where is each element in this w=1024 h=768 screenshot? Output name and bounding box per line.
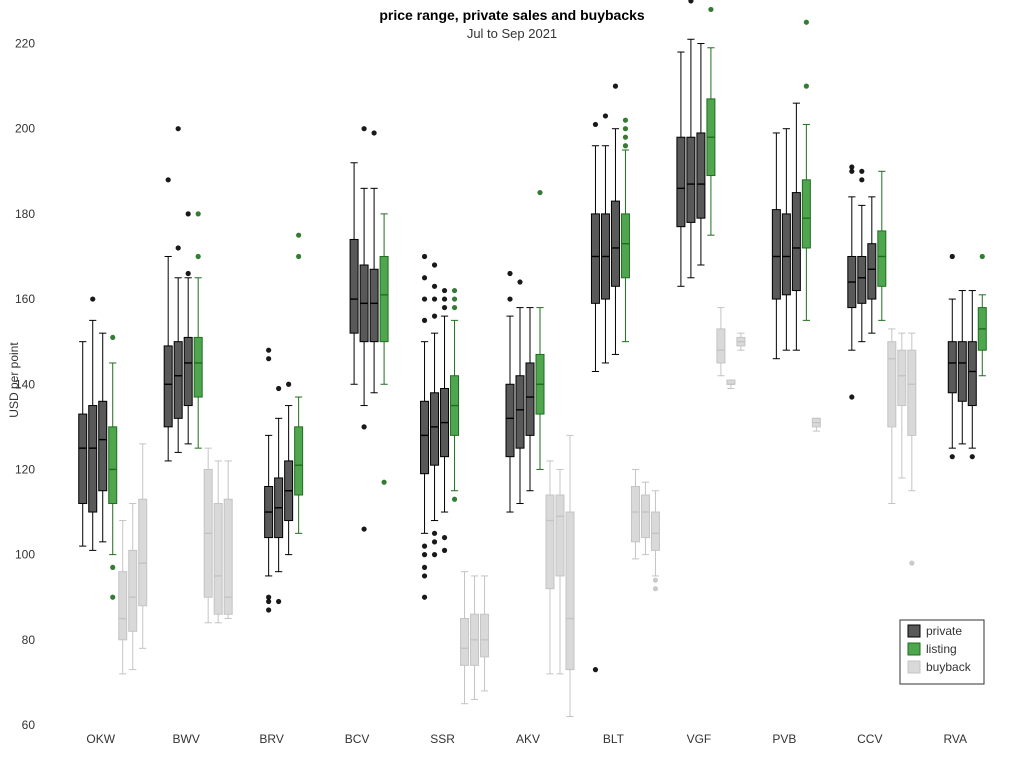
- x-category-label: CCV: [857, 732, 882, 746]
- chart-title: price range, private sales and buybacks: [379, 7, 645, 23]
- y-tick-label: 100: [15, 548, 35, 562]
- chart-container: price range, private sales and buybacks J…: [0, 0, 1024, 768]
- y-tick-label: 220: [15, 37, 35, 51]
- chart-subtitle: Jul to Sep 2021: [467, 26, 557, 41]
- x-category-label: VGF: [687, 732, 712, 746]
- y-tick-label: 60: [22, 718, 36, 732]
- legend-swatch: [908, 661, 920, 673]
- y-tick-label: 120: [15, 462, 35, 476]
- x-category-label: SSR: [430, 732, 455, 746]
- x-category-label: BWV: [173, 732, 200, 746]
- y-tick-label: 200: [15, 122, 35, 136]
- y-axis-label: USD per point: [7, 342, 21, 418]
- y-tick-label: 180: [15, 207, 35, 221]
- legend-label: listing: [926, 642, 957, 656]
- y-tick-label: 80: [22, 633, 36, 647]
- x-category-label: RVA: [943, 732, 967, 746]
- x-category-label: BRV: [259, 732, 283, 746]
- x-category-label: BLT: [603, 732, 625, 746]
- x-category-label: PVB: [772, 732, 796, 746]
- x-category-label: OKW: [86, 732, 115, 746]
- boxplot-chart: price range, private sales and buybacks J…: [0, 0, 1024, 768]
- x-category-label: BCV: [345, 732, 370, 746]
- x-category-label: AKV: [516, 732, 540, 746]
- legend-label: buyback: [926, 660, 972, 674]
- legend-swatch: [908, 625, 920, 637]
- legend-label: private: [926, 624, 962, 638]
- y-tick-label: 160: [15, 292, 35, 306]
- legend-swatch: [908, 643, 920, 655]
